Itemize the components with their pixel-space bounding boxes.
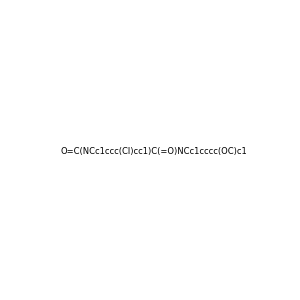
Text: O=C(NCc1ccc(Cl)cc1)C(=O)NCc1cccc(OC)c1: O=C(NCc1ccc(Cl)cc1)C(=O)NCc1cccc(OC)c1 [60,147,247,156]
